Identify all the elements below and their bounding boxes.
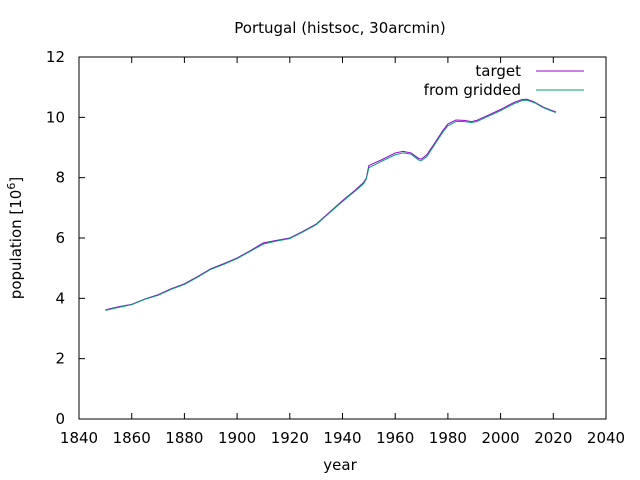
legend-label-from-gridded: from gridded — [424, 81, 521, 99]
y-axis: 0 2 4 6 8 10 12 — [46, 48, 606, 428]
x-tick-label: 1980 — [429, 429, 467, 447]
plot-area — [78, 56, 607, 420]
x-tick-label: 1860 — [113, 429, 151, 447]
x-tick-label: 1960 — [376, 429, 414, 447]
legend-item-target: target — [475, 62, 584, 80]
plot-frame — [78, 56, 607, 420]
legend-item-from-gridded: from gridded — [424, 81, 584, 99]
y-tick-label: 6 — [55, 229, 65, 247]
y-tick-label: 8 — [55, 169, 65, 187]
x-tick-label: 1880 — [165, 429, 203, 447]
x-axis-label: year — [323, 456, 357, 474]
x-tick-label: 2000 — [482, 429, 520, 447]
x-tick-label: 1940 — [323, 429, 361, 447]
x-tick-label: 2040 — [587, 429, 625, 447]
y-tick-label: 0 — [55, 410, 65, 428]
x-tick-label: 2020 — [534, 429, 572, 447]
legend: target from gridded — [424, 62, 584, 99]
x-tick-label: 1920 — [271, 429, 309, 447]
series-lines — [105, 98, 557, 311]
series-line-target — [105, 98, 557, 311]
series-line-from-gridded — [105, 99, 557, 311]
legend-label-target: target — [475, 62, 521, 80]
y-axis-label-close: ] — [7, 177, 25, 183]
chart-title: Portugal (histsoc, 30arcmin) — [234, 19, 445, 37]
y-tick-label: 12 — [46, 48, 65, 66]
y-tick-label: 2 — [55, 350, 65, 368]
y-axis-label-superscript: 6 — [5, 183, 18, 190]
x-axis: 1840 1860 1880 1900 1920 1940 1960 1980 2000 2020… — [60, 57, 625, 447]
x-tick-label: 1840 — [60, 429, 98, 447]
x-tick-label: 1900 — [218, 429, 256, 447]
y-axis-label-main: population [10 — [7, 190, 25, 300]
y-tick-label: 10 — [46, 108, 65, 126]
y-axis-label: population [106] — [5, 177, 25, 299]
y-tick-label: 4 — [55, 289, 65, 307]
